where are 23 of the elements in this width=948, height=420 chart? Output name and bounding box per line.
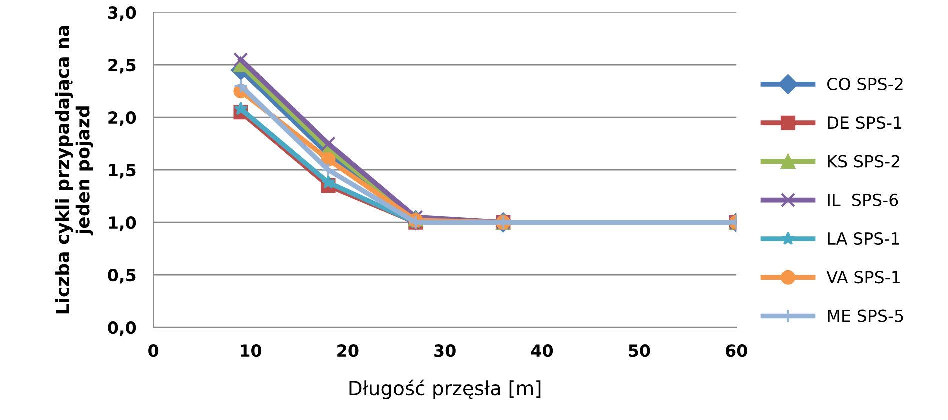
x-tick-label: 60 <box>726 344 748 358</box>
x-tick-label: 20 <box>338 344 359 358</box>
x-tick-label: 30 <box>434 344 456 358</box>
legend-label: ME SPS-5 <box>828 310 904 322</box>
x-tick-label: 10 <box>241 344 262 358</box>
y-tick-label: 0,5 <box>108 269 136 284</box>
legend-label: VA SPS-1 <box>826 271 900 284</box>
legend-label: KS SPS-2 <box>828 155 900 168</box>
y-tick-label: 2,5 <box>108 59 136 74</box>
x-tick-label: 0 <box>148 344 159 358</box>
legend-label: IL SPS-6 <box>828 194 898 206</box>
y-tick-label: 1,0 <box>109 216 136 232</box>
x-tick-label: 50 <box>629 344 650 358</box>
legend-label: CO SPS-2 <box>828 78 903 91</box>
x-axis-title: Długość przęsła [m] <box>350 380 541 400</box>
legend-label: LA SPS-1 <box>828 232 900 246</box>
y-tick-label: 1,5 <box>109 164 136 179</box>
x-tick-label: 40 <box>531 344 554 358</box>
y-axis-title: Liczba cykli przypadająca na jeden pojazd <box>56 26 94 314</box>
y-tick-label: 3,0 <box>108 6 136 22</box>
y-tick-label: 0,0 <box>108 322 136 336</box>
y-tick-label: 2,0 <box>108 112 136 126</box>
legend-label: DE SPS-1 <box>828 116 902 130</box>
